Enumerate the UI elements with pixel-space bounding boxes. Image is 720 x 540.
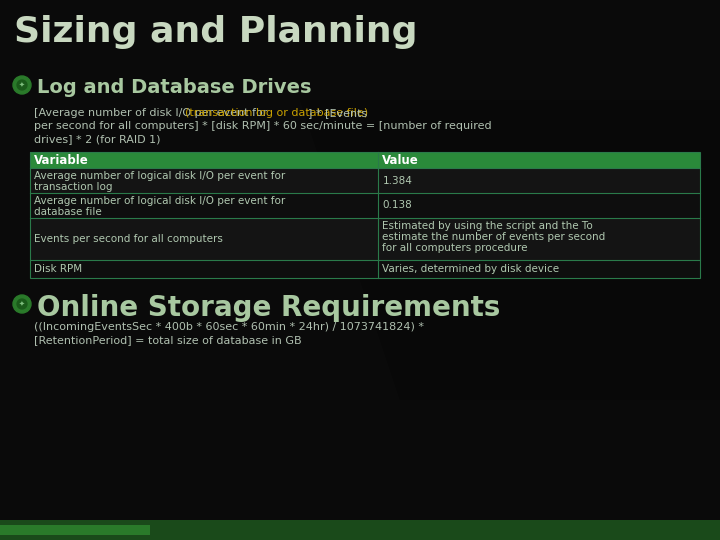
Text: Online Storage Requirements: Online Storage Requirements bbox=[37, 294, 500, 322]
Bar bbox=[30, 152, 700, 278]
Bar bbox=[30, 260, 700, 278]
Text: [RetentionPeriod] = total size of database in GB: [RetentionPeriod] = total size of databa… bbox=[34, 335, 302, 345]
Bar bbox=[30, 168, 700, 193]
Text: Log and Database Drives: Log and Database Drives bbox=[37, 78, 312, 97]
Text: Value: Value bbox=[382, 153, 419, 166]
Bar bbox=[0, 520, 720, 540]
Text: Events per second for all computers: Events per second for all computers bbox=[34, 234, 223, 244]
Text: database file: database file bbox=[34, 207, 102, 217]
Text: drives] * 2 (for RAID 1): drives] * 2 (for RAID 1) bbox=[34, 134, 161, 144]
Text: Variable: Variable bbox=[34, 153, 89, 166]
Bar bbox=[30, 218, 700, 260]
Text: Varies, determined by disk device: Varies, determined by disk device bbox=[382, 264, 559, 274]
Text: transaction log: transaction log bbox=[34, 182, 112, 192]
Text: Sizing and Planning: Sizing and Planning bbox=[14, 15, 418, 49]
Bar bbox=[0, 525, 150, 535]
Text: 1.384: 1.384 bbox=[382, 176, 413, 186]
Circle shape bbox=[13, 295, 31, 313]
Text: Average number of logical disk I/O per event for: Average number of logical disk I/O per e… bbox=[34, 171, 285, 181]
Bar bbox=[30, 152, 700, 168]
Text: Estimated by using the script and the To: Estimated by using the script and the To bbox=[382, 221, 593, 231]
Text: estimate the number of events per second: estimate the number of events per second bbox=[382, 232, 606, 242]
Text: [Average number of disk I/O per event for: [Average number of disk I/O per event fo… bbox=[34, 108, 271, 118]
Text: for all computers procedure: for all computers procedure bbox=[382, 243, 528, 253]
Text: Average number of logical disk I/O per event for: Average number of logical disk I/O per e… bbox=[34, 196, 285, 206]
Circle shape bbox=[13, 76, 31, 94]
Text: per second for all computers] * [disk RPM] * 60 sec/minute = [number of required: per second for all computers] * [disk RP… bbox=[34, 121, 492, 131]
Text: ✦: ✦ bbox=[19, 301, 25, 307]
Bar bbox=[30, 193, 700, 218]
Text: 0.138: 0.138 bbox=[382, 200, 412, 211]
Circle shape bbox=[17, 80, 27, 90]
Text: Disk RPM: Disk RPM bbox=[34, 264, 82, 274]
Circle shape bbox=[17, 299, 27, 309]
Text: ((IncomingEventsSec * 400b * 60sec * 60min * 24hr) / 1073741824) *: ((IncomingEventsSec * 400b * 60sec * 60m… bbox=[34, 322, 424, 332]
Text: ✦: ✦ bbox=[19, 82, 25, 88]
Text: ] * [Events: ] * [Events bbox=[307, 108, 367, 118]
Text: (transaction log or database file): (transaction log or database file) bbox=[185, 108, 369, 118]
Polygon shape bbox=[300, 100, 720, 400]
